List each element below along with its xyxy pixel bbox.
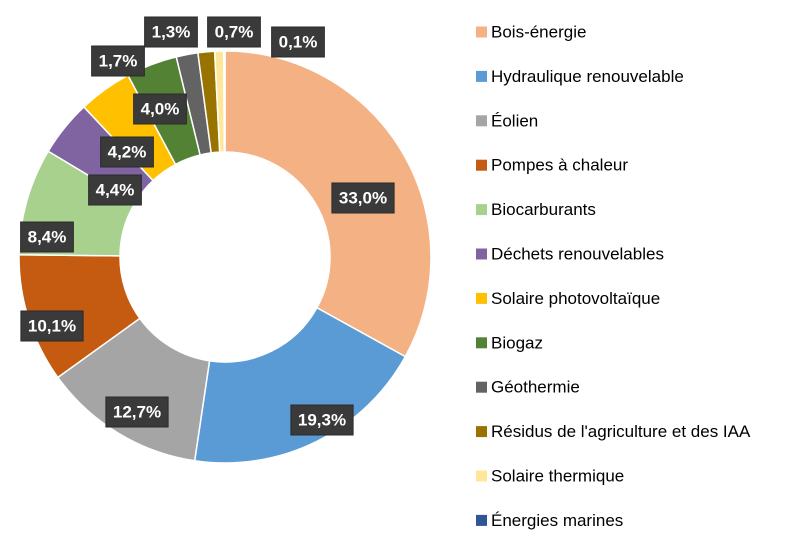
data-label-box xyxy=(133,93,187,125)
slice xyxy=(193,306,407,464)
legend-swatch xyxy=(476,70,487,82)
data-label: 1,7% xyxy=(99,51,138,70)
data-labels: 33,0% 19,3% 12,7% 10,1% 8,4% 4,4% 4,2% 4,0% 1,7%… xyxy=(20,16,395,436)
donut xyxy=(18,50,432,464)
legend-label: Géothermie xyxy=(491,378,580,397)
legend-label: Hydraulique renouvelable xyxy=(491,67,684,86)
legend-label: Déchets renouvelables xyxy=(491,244,664,263)
legend: Bois-énergie Hydraulique renouvelable Éoli… xyxy=(476,22,751,530)
data-label: 1,3% xyxy=(152,22,191,41)
data-label: 19,3% xyxy=(298,410,346,429)
legend-label: Solaire photovoltaïque xyxy=(491,289,660,308)
legend-swatch xyxy=(476,514,487,526)
legend-label: Résidus de l'agriculture et des IAA xyxy=(491,422,751,441)
legend-swatch xyxy=(476,159,487,171)
slice xyxy=(224,50,432,358)
data-label-box xyxy=(20,221,74,253)
data-label: 0,1% xyxy=(279,32,318,51)
data-label-box xyxy=(331,182,395,214)
legend-label: Éolien xyxy=(491,111,538,130)
legend-label: Énergies marines xyxy=(491,511,623,530)
data-label: 8,4% xyxy=(28,227,67,246)
data-label: 10,1% xyxy=(28,316,76,335)
data-label: 12,7% xyxy=(113,402,161,421)
legend-label: Solaire thermique xyxy=(491,466,624,485)
legend-label: Biogaz xyxy=(491,333,543,352)
data-label: 33,0% xyxy=(339,188,387,207)
legend-swatch xyxy=(476,115,487,127)
legend-swatch xyxy=(476,470,487,482)
data-label: 4,2% xyxy=(108,142,147,161)
legend-swatch xyxy=(476,204,487,216)
data-label-box xyxy=(20,310,84,342)
data-label-box xyxy=(207,16,261,48)
slice xyxy=(222,50,226,153)
legend-swatch xyxy=(476,26,487,38)
data-label-box xyxy=(91,45,145,77)
data-label-box xyxy=(100,136,154,168)
data-label: 4,0% xyxy=(141,99,180,118)
legend-swatch xyxy=(476,337,487,349)
data-label-box xyxy=(105,396,169,428)
data-label: 0,7% xyxy=(215,22,254,41)
data-label-box xyxy=(144,16,198,48)
legend-swatch xyxy=(476,292,487,304)
legend-swatch xyxy=(476,248,487,260)
data-label-box xyxy=(88,174,142,206)
data-label-box xyxy=(271,26,325,58)
legend-label: Biocarburants xyxy=(491,200,596,219)
legend-label: Pompes à chaleur xyxy=(491,156,628,175)
legend-label: Bois-énergie xyxy=(491,22,586,41)
legend-swatch xyxy=(476,426,487,438)
legend-swatch xyxy=(476,381,487,393)
data-label: 4,4% xyxy=(96,180,135,199)
data-label-box xyxy=(290,404,354,436)
